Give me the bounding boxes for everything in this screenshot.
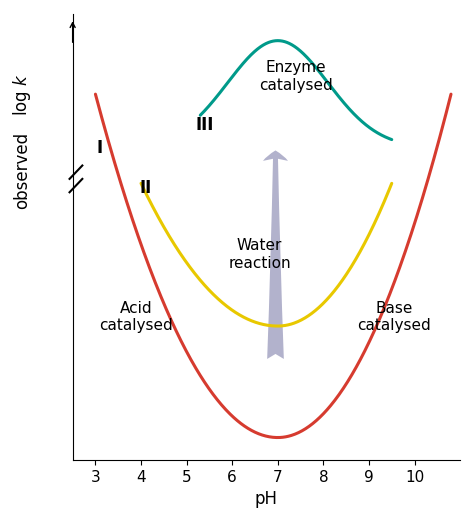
Text: Water
reaction: Water reaction xyxy=(228,239,291,271)
Text: I: I xyxy=(96,139,102,157)
Text: III: III xyxy=(196,116,214,134)
X-axis label: pH: pH xyxy=(255,490,278,508)
Text: observed: observed xyxy=(13,132,31,208)
Text: Base
catalysed: Base catalysed xyxy=(357,301,431,334)
Text: log $k$: log $k$ xyxy=(11,73,33,115)
Text: II: II xyxy=(139,179,152,197)
Text: Enzyme
catalysed: Enzyme catalysed xyxy=(259,60,333,92)
Text: Acid
catalysed: Acid catalysed xyxy=(100,301,173,334)
